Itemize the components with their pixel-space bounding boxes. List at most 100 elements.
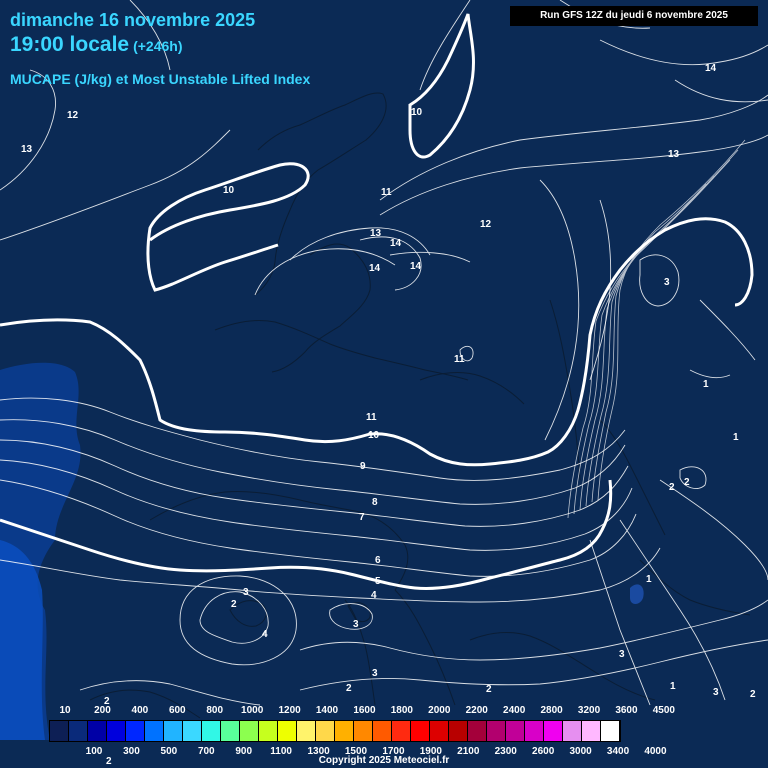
contour-label: 2 bbox=[231, 599, 237, 610]
legend-upper-tick: 2400 bbox=[503, 705, 526, 716]
legend-lower-tick: 2600 bbox=[532, 746, 555, 757]
legend-swatch bbox=[107, 721, 126, 741]
legend-upper-tick: 1600 bbox=[353, 705, 376, 716]
legend-lower-tick: 1700 bbox=[382, 746, 405, 757]
legend-upper-tick: 800 bbox=[206, 705, 224, 716]
legend-lower-tick: 2100 bbox=[457, 746, 480, 757]
contour-label: 2 bbox=[106, 756, 112, 767]
legend-upper-tick: 2000 bbox=[428, 705, 451, 716]
contour-label: 3 bbox=[664, 277, 670, 288]
legend-swatch bbox=[582, 721, 601, 741]
legend-swatch bbox=[240, 721, 259, 741]
legend-swatch bbox=[50, 721, 69, 741]
legend-upper-tick: 3600 bbox=[615, 705, 638, 716]
contour-label: 1 bbox=[733, 432, 739, 443]
contour-label: 2 bbox=[346, 683, 352, 694]
legend-upper-tick: 2200 bbox=[465, 705, 488, 716]
contour-label: 11 bbox=[366, 412, 377, 423]
legend-lower-tick: 1100 bbox=[270, 746, 292, 757]
contour-label: 11 bbox=[381, 187, 392, 198]
legend-swatch bbox=[202, 721, 221, 741]
legend-lower-tick: 900 bbox=[235, 746, 253, 757]
contour-label: 13 bbox=[21, 144, 33, 155]
legend-swatch bbox=[506, 721, 525, 741]
legend-swatch bbox=[354, 721, 373, 741]
legend-swatch bbox=[411, 721, 430, 741]
legend-swatch bbox=[164, 721, 183, 741]
contour-label: 3 bbox=[372, 668, 378, 679]
legend-swatch bbox=[221, 721, 240, 741]
color-legend: 10 200 400 600 800 1000 1200 1400 1600 1800 2000 22… bbox=[0, 700, 768, 768]
legend-lower-tick: 3000 bbox=[569, 746, 592, 757]
contour-label: 13 bbox=[668, 149, 680, 160]
legend-lower-tick: 2300 bbox=[494, 746, 517, 757]
contour-label: 14 bbox=[369, 263, 381, 274]
contour-label: 14 bbox=[705, 63, 717, 74]
contour-label: 10 bbox=[411, 107, 423, 118]
forecast-time: 19:00 locale bbox=[10, 33, 130, 56]
contour-label: 10 bbox=[368, 430, 380, 441]
legend-upper-tick: 1200 bbox=[278, 705, 301, 716]
contour-labels: 14 12 13 10 10 11 13 12 14 13 14 14 3 11… bbox=[21, 63, 756, 767]
contour-label: 12 bbox=[480, 219, 492, 230]
legend-lower-tick: 1500 bbox=[344, 746, 368, 757]
contour-label: 4 bbox=[371, 590, 377, 601]
contour-label: 2 bbox=[669, 482, 675, 493]
legend-lower-tick: 1300 bbox=[307, 746, 330, 757]
legend-swatch bbox=[145, 721, 164, 741]
model-run-label: Run GFS 12Z du jeudi 6 novembre 2025 bbox=[510, 6, 758, 26]
legend-swatch bbox=[278, 721, 297, 741]
legend-colorbar bbox=[49, 720, 621, 742]
mucape-shading-west-core bbox=[0, 540, 45, 740]
legend-lower-tick: 500 bbox=[160, 746, 178, 757]
forecast-time-line: 19:00 locale (+246h) bbox=[10, 33, 183, 57]
legend-upper-tick: 200 bbox=[94, 705, 111, 716]
legend-lower-tick: 700 bbox=[197, 746, 215, 757]
legend-swatch bbox=[487, 721, 506, 741]
legend-swatch bbox=[544, 721, 563, 741]
contour-label: 1 bbox=[670, 681, 676, 692]
legend-lower-tick: 1900 bbox=[419, 746, 442, 757]
contour-label: 8 bbox=[372, 497, 378, 508]
legend-upper-tick: 1800 bbox=[390, 705, 413, 716]
legend-swatch bbox=[316, 721, 335, 741]
legend-upper-tick: 1000 bbox=[241, 705, 264, 716]
legend-upper-tick: 10 bbox=[59, 705, 71, 716]
legend-swatch bbox=[297, 721, 316, 741]
legend-upper-tick: 3200 bbox=[577, 705, 601, 716]
copyright-text: Copyright 2025 Meteociel.fr bbox=[318, 755, 450, 766]
legend-swatch bbox=[126, 721, 145, 741]
contour-label: 2 bbox=[750, 689, 756, 700]
legend-upper-tick: 400 bbox=[131, 705, 149, 716]
contour-label: 2 bbox=[486, 684, 492, 695]
legend-upper-tick: 600 bbox=[168, 705, 186, 716]
legend-swatch bbox=[525, 721, 544, 741]
contour-label: 14 bbox=[390, 238, 402, 249]
contour-label: 14 bbox=[410, 261, 422, 272]
contour-label: 9 bbox=[360, 461, 366, 472]
contour-label: 3 bbox=[619, 649, 625, 660]
contour-label: 11 bbox=[454, 354, 465, 365]
legend-swatch bbox=[430, 721, 449, 741]
contour-label: 7 bbox=[359, 512, 365, 523]
contour-label: 2 bbox=[684, 477, 690, 488]
map-title: MUCAPE (J/kg) et Most Unstable Lifted In… bbox=[10, 71, 311, 87]
mucape-shading-east bbox=[630, 584, 644, 604]
mlli-contours-thin bbox=[0, 0, 768, 706]
contour-label: 3 bbox=[243, 587, 249, 598]
legend-lower-tick: 3400 bbox=[606, 746, 630, 757]
legend-swatch bbox=[563, 721, 582, 741]
legend-lower-tick: 100 bbox=[85, 746, 103, 757]
contour-label: 3 bbox=[713, 687, 719, 698]
legend-upper-tick: 2800 bbox=[540, 705, 563, 716]
mlli-contours-thick bbox=[0, 13, 754, 590]
legend-swatch bbox=[335, 721, 354, 741]
contour-label: 4 bbox=[262, 629, 268, 640]
legend-swatch bbox=[392, 721, 411, 741]
legend-swatch bbox=[69, 721, 88, 741]
legend-upper-tick: 4500 bbox=[652, 705, 675, 716]
contour-label: 2 bbox=[104, 696, 110, 707]
legend-swatch bbox=[468, 721, 487, 741]
